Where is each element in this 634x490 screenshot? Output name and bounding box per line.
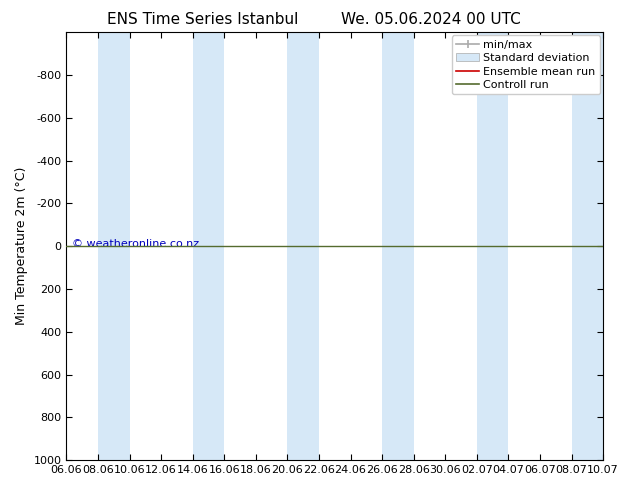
Text: ENS Time Series Istanbul: ENS Time Series Istanbul [107,12,299,27]
Bar [572,32,603,460]
Bar [98,32,129,460]
Text: © weatheronline.co.nz: © weatheronline.co.nz [72,239,199,249]
Y-axis label: Min Temperature 2m (°C): Min Temperature 2m (°C) [15,167,28,325]
Text: We. 05.06.2024 00 UTC: We. 05.06.2024 00 UTC [341,12,521,27]
Bar [382,32,414,460]
Bar [477,32,508,460]
Legend: min/max, Standard deviation, Ensemble mean run, Controll run: min/max, Standard deviation, Ensemble me… [452,35,600,95]
Bar [193,32,224,460]
Bar [287,32,319,460]
